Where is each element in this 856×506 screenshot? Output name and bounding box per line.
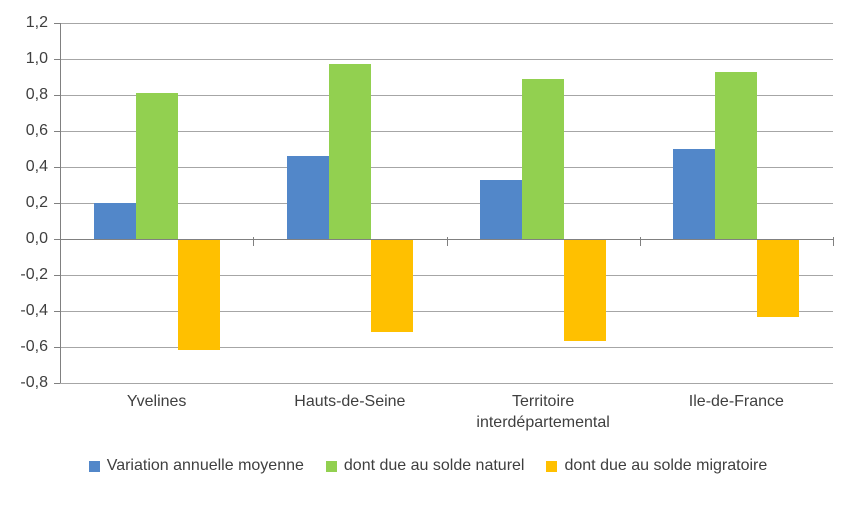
- bar-dont-due-au-solde-naturel: [715, 71, 758, 239]
- legend-label: Variation annuelle moyenne: [106, 457, 304, 474]
- bar-dont-due-au-solde-migratoire: [370, 240, 413, 332]
- legend-item: dont due au solde naturel: [325, 456, 525, 476]
- y-axis-tick: [54, 311, 60, 312]
- y-axis-tick: [54, 23, 60, 24]
- bar-dont-due-au-solde-naturel: [522, 78, 565, 239]
- gridline: [60, 23, 833, 24]
- legend-item: Variation annuelle moyenne: [88, 456, 304, 476]
- legend-item: dont due au solde migratoire: [546, 456, 767, 476]
- x-axis-tick: [253, 237, 254, 246]
- legend: Variation annuelle moyenne dont due au so…: [0, 456, 856, 476]
- y-axis-tick: [54, 203, 60, 204]
- legend-label: dont due au solde naturel: [343, 457, 525, 474]
- x-axis-category-label: Ile-de-France: [688, 393, 784, 410]
- y-axis-tick: [54, 95, 60, 96]
- bar-variation-annuelle-moyenne: [673, 149, 716, 239]
- x-axis-category-label: Hauts-de-Seine: [294, 393, 406, 410]
- legend-label: dont due au solde migratoire: [564, 457, 768, 474]
- y-axis-tick-label: 0,6: [25, 122, 48, 139]
- y-axis-tick: [54, 275, 60, 276]
- gridline: [60, 275, 833, 276]
- legend-swatch-icon: [546, 460, 558, 472]
- bar-dont-due-au-solde-naturel: [328, 64, 371, 239]
- gridline: [60, 311, 833, 312]
- bar-dont-due-au-solde-migratoire: [564, 240, 607, 341]
- gridline: [60, 95, 833, 96]
- y-axis-tick-label: 1,2: [25, 14, 48, 31]
- bar-dont-due-au-solde-naturel: [135, 93, 178, 239]
- y-axis-tick-label: -0,4: [20, 302, 48, 319]
- zero-axis-line: [60, 239, 833, 240]
- y-axis-tick: [54, 239, 60, 240]
- gridline: [60, 383, 833, 384]
- bar-variation-annuelle-moyenne: [480, 179, 523, 239]
- gridline: [60, 131, 833, 132]
- gridline: [60, 59, 833, 60]
- y-axis-tick-label: 1,0: [25, 50, 48, 67]
- x-axis-tick: [447, 237, 448, 246]
- y-axis-tick: [54, 347, 60, 348]
- x-axis-tick: [640, 237, 641, 246]
- y-axis-tick-label: -0,6: [20, 338, 48, 355]
- x-axis-tick: [60, 237, 61, 246]
- bar-dont-due-au-solde-migratoire: [177, 240, 220, 350]
- y-axis-tick-label: 0,2: [25, 194, 48, 211]
- bar-variation-annuelle-moyenne: [286, 156, 329, 239]
- bar-variation-annuelle-moyenne: [93, 203, 136, 239]
- y-axis-tick: [54, 131, 60, 132]
- x-axis-category-label: Territoire interdépartemental: [476, 393, 610, 431]
- y-axis-tick-label: -0,8: [20, 374, 48, 391]
- legend-swatch-icon: [325, 460, 337, 472]
- gridline: [60, 167, 833, 168]
- y-axis-tick-label: 0,0: [25, 230, 48, 247]
- bar-dont-due-au-solde-migratoire: [757, 240, 800, 318]
- plot-area: [60, 23, 834, 384]
- gridline: [60, 203, 833, 204]
- x-axis-category-label: Yvelines: [126, 393, 187, 410]
- legend-swatch-icon: [88, 460, 100, 472]
- y-axis-line: [60, 23, 61, 383]
- gridline: [60, 347, 833, 348]
- x-axis-tick: [833, 237, 834, 246]
- y-axis-tick-label: -0,2: [20, 266, 48, 283]
- y-axis-tick-label: 0,4: [25, 158, 48, 175]
- y-axis-tick-label: 0,8: [25, 86, 48, 103]
- y-axis-tick: [54, 59, 60, 60]
- y-axis-tick: [54, 167, 60, 168]
- y-axis-tick: [54, 383, 60, 384]
